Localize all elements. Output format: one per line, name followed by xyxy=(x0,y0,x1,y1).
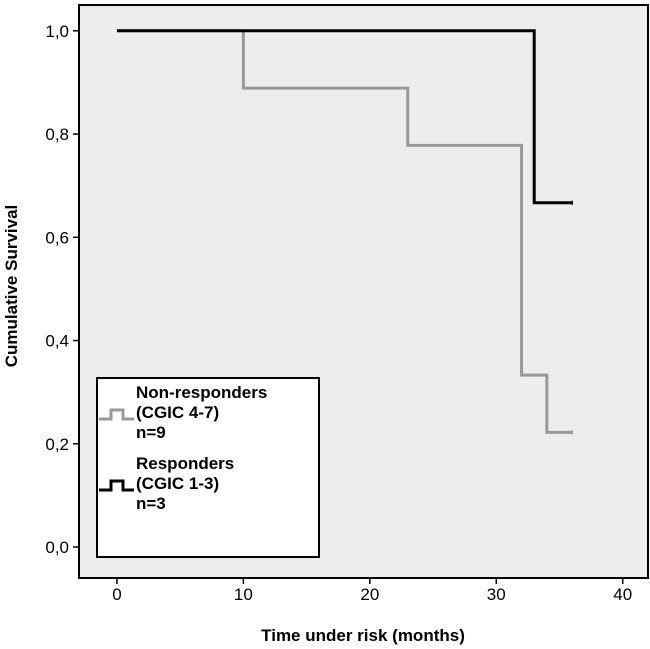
legend-swatch xyxy=(99,408,134,421)
y-axis-title: Cumulative Survival xyxy=(2,205,21,368)
series-line-responders xyxy=(116,29,573,205)
series-layer xyxy=(116,29,573,435)
legend: Non-responders(CGIC 4-7)n=9 Responders(CG… xyxy=(96,377,320,558)
legend-label: Responders xyxy=(136,454,234,473)
y-tick-label: 0,8 xyxy=(45,125,69,144)
x-tick-label: 30 xyxy=(487,585,506,604)
y-tick-label: 0,2 xyxy=(45,435,69,454)
x-tick-label: 10 xyxy=(234,585,253,604)
series-line-non-responders xyxy=(116,29,573,434)
x-tick-label: 40 xyxy=(613,585,632,604)
y-tick-label: 0,6 xyxy=(45,228,69,247)
legend-label: n=3 xyxy=(136,494,166,513)
legend-box xyxy=(96,377,320,558)
x-axis-title: Time under risk (months) xyxy=(261,626,465,645)
legend-swatch xyxy=(99,479,134,492)
y-tick-label: 0,0 xyxy=(45,538,69,557)
legend-label: (CGIC 1-3) xyxy=(136,474,219,493)
y-tick-label: 1,0 xyxy=(45,22,69,41)
legend-label: Non-responders xyxy=(136,383,267,402)
legend-label: (CGIC 4-7) xyxy=(136,403,219,422)
x-tick-label: 0 xyxy=(112,585,121,604)
x-tick-label: 20 xyxy=(360,585,379,604)
y-axis: 0,0 0,2 0,4 0,6 0,8 1,0 xyxy=(45,22,79,557)
legend-label: n=9 xyxy=(136,423,166,442)
y-tick-label: 0,4 xyxy=(45,332,69,351)
x-axis: 0 10 20 30 40 xyxy=(112,578,632,604)
